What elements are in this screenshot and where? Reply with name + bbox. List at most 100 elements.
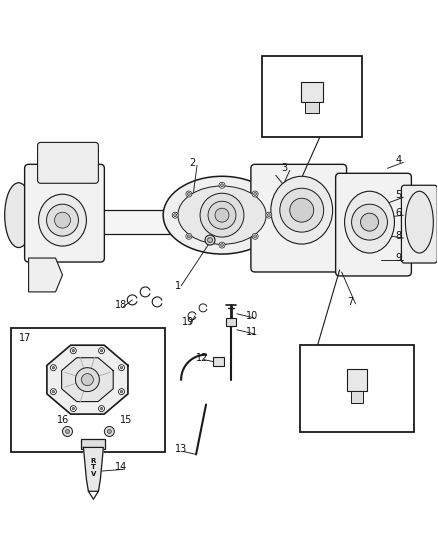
Bar xyxy=(68,210,208,234)
Circle shape xyxy=(50,389,57,394)
Circle shape xyxy=(308,118,315,125)
Circle shape xyxy=(172,212,178,218)
Text: 16: 16 xyxy=(57,415,69,424)
Circle shape xyxy=(54,212,71,228)
Text: 8: 8 xyxy=(396,231,402,241)
Circle shape xyxy=(350,411,364,425)
Bar xyxy=(226,318,236,326)
Ellipse shape xyxy=(271,176,332,244)
Text: 18: 18 xyxy=(115,300,127,310)
FancyBboxPatch shape xyxy=(38,142,99,183)
Circle shape xyxy=(252,191,258,197)
Circle shape xyxy=(187,235,191,238)
Circle shape xyxy=(205,235,215,245)
Bar xyxy=(262,55,361,138)
Circle shape xyxy=(266,212,272,218)
Circle shape xyxy=(71,348,76,354)
Text: 17: 17 xyxy=(19,333,31,343)
Text: 6: 6 xyxy=(396,208,402,218)
Circle shape xyxy=(99,406,105,411)
Text: 19: 19 xyxy=(182,317,194,327)
Circle shape xyxy=(120,367,123,369)
Ellipse shape xyxy=(39,194,86,246)
Circle shape xyxy=(63,426,72,437)
Text: 15: 15 xyxy=(120,415,133,424)
Circle shape xyxy=(208,238,212,243)
Circle shape xyxy=(72,407,74,410)
Bar xyxy=(305,101,319,114)
Text: 7: 7 xyxy=(348,297,354,307)
Bar xyxy=(350,391,363,402)
Text: R
T
V: R T V xyxy=(91,458,96,477)
Circle shape xyxy=(310,120,313,123)
Circle shape xyxy=(280,188,324,232)
Circle shape xyxy=(186,191,192,197)
Bar xyxy=(301,82,323,101)
FancyBboxPatch shape xyxy=(25,164,104,262)
Polygon shape xyxy=(28,258,63,292)
Circle shape xyxy=(100,407,103,410)
Circle shape xyxy=(119,365,124,370)
Text: 3: 3 xyxy=(282,163,288,173)
Circle shape xyxy=(353,415,360,422)
Circle shape xyxy=(52,391,55,393)
Circle shape xyxy=(254,192,257,196)
Text: 13: 13 xyxy=(175,445,187,455)
Circle shape xyxy=(119,389,124,394)
Circle shape xyxy=(219,242,225,248)
Text: 10: 10 xyxy=(246,311,258,321)
Bar xyxy=(81,439,106,449)
Circle shape xyxy=(71,406,76,411)
Ellipse shape xyxy=(178,186,266,244)
Circle shape xyxy=(219,182,225,188)
Circle shape xyxy=(99,348,105,354)
FancyBboxPatch shape xyxy=(251,164,346,272)
Text: 4: 4 xyxy=(396,155,402,165)
Bar xyxy=(213,357,224,366)
Circle shape xyxy=(52,367,55,369)
Bar xyxy=(300,345,414,432)
Text: 12: 12 xyxy=(196,353,208,363)
FancyBboxPatch shape xyxy=(401,185,437,263)
Circle shape xyxy=(66,430,70,433)
Polygon shape xyxy=(83,447,103,491)
Circle shape xyxy=(352,204,388,240)
Circle shape xyxy=(215,208,229,222)
Circle shape xyxy=(75,368,99,392)
Text: 1: 1 xyxy=(175,281,181,291)
Text: 9: 9 xyxy=(396,253,402,263)
Circle shape xyxy=(81,374,93,385)
Circle shape xyxy=(173,214,177,216)
Polygon shape xyxy=(47,345,128,414)
Circle shape xyxy=(252,233,258,239)
Ellipse shape xyxy=(5,183,32,247)
Circle shape xyxy=(360,213,378,231)
Circle shape xyxy=(254,235,257,238)
Ellipse shape xyxy=(345,191,395,253)
Circle shape xyxy=(72,350,74,352)
Circle shape xyxy=(186,233,192,239)
Circle shape xyxy=(104,426,114,437)
Circle shape xyxy=(120,391,123,393)
Ellipse shape xyxy=(163,176,281,254)
Circle shape xyxy=(220,184,223,187)
Bar xyxy=(11,328,165,453)
FancyBboxPatch shape xyxy=(336,173,411,276)
Circle shape xyxy=(50,365,57,370)
Circle shape xyxy=(290,198,314,222)
Text: 5: 5 xyxy=(396,190,402,200)
Circle shape xyxy=(208,201,236,229)
Bar xyxy=(253,210,374,234)
Circle shape xyxy=(46,204,78,236)
Text: 2: 2 xyxy=(189,158,195,168)
Text: 14: 14 xyxy=(115,462,127,472)
Circle shape xyxy=(107,430,111,433)
Polygon shape xyxy=(62,358,113,401)
Bar xyxy=(346,369,367,391)
Circle shape xyxy=(220,244,223,247)
Text: 11: 11 xyxy=(246,327,258,337)
Circle shape xyxy=(267,214,270,216)
Circle shape xyxy=(187,192,191,196)
Circle shape xyxy=(200,193,244,237)
Ellipse shape xyxy=(346,366,367,372)
